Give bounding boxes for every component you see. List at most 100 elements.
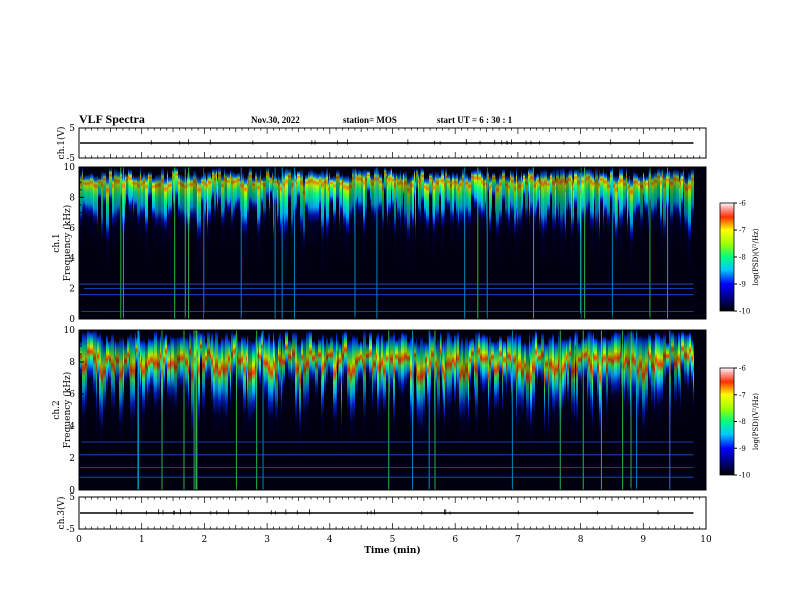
spectrogram-column xyxy=(541,332,544,402)
spectrogram-column xyxy=(172,167,173,217)
spectrogram-column xyxy=(599,168,600,283)
spectrogram-column xyxy=(611,334,614,417)
spectrogram-column xyxy=(163,336,165,411)
spectrogram-column xyxy=(200,332,202,376)
spectrogram-column xyxy=(218,167,221,228)
spectrogram-column xyxy=(85,174,88,238)
spectrogram-column xyxy=(174,336,177,431)
spectrogram-column xyxy=(615,175,617,277)
spectrogram-column xyxy=(463,343,465,446)
spectrogram-column xyxy=(515,333,516,413)
spectrogram-column xyxy=(243,336,246,440)
spectrogram-column xyxy=(426,176,429,260)
spectrogram-column xyxy=(268,332,270,446)
colorbar xyxy=(719,202,735,312)
spectrogram-column xyxy=(148,337,150,416)
spectrogram-column xyxy=(381,333,383,427)
spectrogram-column xyxy=(349,176,352,246)
spectrogram-column xyxy=(540,169,541,258)
spectrogram-column xyxy=(193,170,196,250)
spectrogram-column xyxy=(376,168,379,244)
spectrogram-column xyxy=(465,336,468,439)
spectrogram-column xyxy=(507,334,510,402)
spectrogram-column xyxy=(129,169,132,236)
spectrogram-column xyxy=(206,177,207,227)
spectrogram-column xyxy=(185,336,188,417)
spectrogram-column xyxy=(502,168,505,226)
spectrogram-column xyxy=(258,335,259,397)
spectrogram-column xyxy=(279,176,280,229)
spectrogram-column xyxy=(138,330,140,407)
chart-title: VLF Spectra xyxy=(79,112,145,126)
spectrogram-column xyxy=(339,170,340,269)
spectrogram-column xyxy=(590,330,592,445)
spectrogram-column xyxy=(269,172,270,241)
spectrogram-column xyxy=(491,341,494,391)
spectrogram-column xyxy=(116,341,119,401)
spectrogram-column xyxy=(202,331,205,439)
spectrogram-column xyxy=(343,175,346,256)
x-tick-label: 9 xyxy=(640,535,646,545)
spectrogram-column xyxy=(194,336,196,409)
spectrogram-column xyxy=(469,339,471,404)
spectrogram-column xyxy=(355,336,358,416)
spectrogram-column xyxy=(261,330,263,380)
spectrogram-column xyxy=(291,170,293,274)
spectrogram-column xyxy=(552,333,554,440)
spectrogram-column xyxy=(325,171,326,243)
spectrogram-column xyxy=(145,173,148,267)
spectrogram-column xyxy=(264,335,265,421)
spectrogram-column xyxy=(225,171,227,229)
spectrogram-column xyxy=(103,342,106,434)
spectrogram-column xyxy=(324,173,325,237)
spectrogram-column xyxy=(454,174,456,230)
spectrogram-column xyxy=(567,338,569,426)
spectrogram-column xyxy=(383,340,386,437)
spectrogram-column xyxy=(548,337,549,463)
y-tick-label: 5 xyxy=(69,493,75,503)
spectrogram-column xyxy=(363,168,365,270)
spectrogram-column xyxy=(640,174,643,258)
spectrogram-column xyxy=(82,331,85,445)
spectrogram-column xyxy=(648,332,649,397)
spectrogram-column xyxy=(212,168,214,218)
spectrogram-column xyxy=(384,167,386,210)
spectrogram-column xyxy=(680,171,681,261)
spectrogram-column xyxy=(450,174,452,251)
y-tick-label: 2 xyxy=(69,454,75,464)
spectrogram-column xyxy=(482,333,485,414)
spectrogram-column xyxy=(576,330,578,453)
spectrogram-column xyxy=(394,171,396,273)
spectrogram-column xyxy=(558,168,559,263)
spectrogram-column xyxy=(388,169,390,242)
spectrogram-column xyxy=(485,176,486,230)
spectrogram-column xyxy=(223,337,225,441)
spectrogram-column xyxy=(171,336,174,420)
spectrogram-column xyxy=(170,334,171,429)
spectrogram-column xyxy=(526,342,529,450)
spectrogram-column xyxy=(96,330,97,445)
spectrogram-column xyxy=(660,336,663,424)
spectrogram-column xyxy=(671,331,674,387)
spectrogram-column xyxy=(164,177,167,260)
colorbar-tick-label: -10 xyxy=(739,472,750,480)
spectrogram-column xyxy=(499,172,502,255)
spectrogram-column xyxy=(627,330,630,433)
spectrogram-column xyxy=(657,168,660,231)
spectrogram-column xyxy=(363,330,366,448)
spectrogram-column xyxy=(677,341,678,393)
spectrogram-column xyxy=(407,341,410,395)
y-axis-label: Frequency (kHz) xyxy=(62,372,73,449)
spectrogram-column xyxy=(471,337,474,387)
spectrogram-column xyxy=(496,176,499,269)
spectrogram-column xyxy=(233,333,235,390)
spectrogram-column xyxy=(106,175,109,280)
spectrogram-column xyxy=(358,342,360,395)
spectrogram-column xyxy=(423,341,425,443)
spectrogram-column xyxy=(318,338,321,390)
x-tick-label: 1 xyxy=(139,535,145,545)
spectrogram-column xyxy=(562,339,564,434)
spectrogram-column xyxy=(550,171,552,216)
x-tick-label: 6 xyxy=(452,535,458,545)
